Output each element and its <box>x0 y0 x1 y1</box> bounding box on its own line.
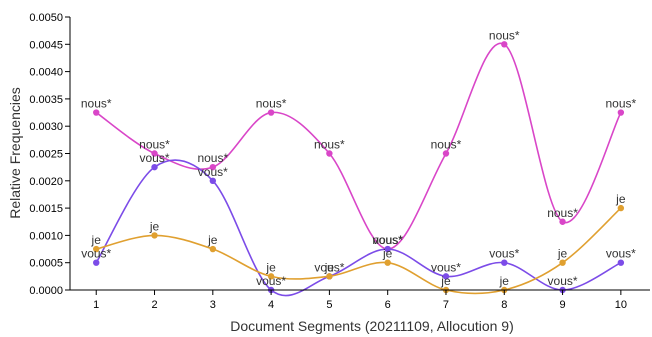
data-label-je: je <box>91 233 102 247</box>
series-line-nous <box>95 42 622 250</box>
x-tick-label: 6 <box>385 299 391 311</box>
data-point-nous[interactable] <box>617 109 625 116</box>
data-point-je[interactable] <box>93 245 100 253</box>
data-point-vous[interactable] <box>151 163 158 171</box>
x-tick-label: 2 <box>151 299 157 311</box>
data-point-vous[interactable] <box>209 177 217 184</box>
data-point-vous[interactable] <box>617 259 625 266</box>
data-point-nous[interactable] <box>151 150 158 157</box>
y-tick-label: 0.0010 <box>29 230 63 242</box>
data-point-nous[interactable] <box>442 150 450 157</box>
data-label-nous: nous* <box>547 206 578 220</box>
data-point-vous[interactable] <box>384 245 391 253</box>
series-line-je <box>96 207 622 295</box>
data-label-je: je <box>324 260 335 274</box>
x-tick-label: 10 <box>615 299 627 311</box>
data-label-vous: vous* <box>489 247 519 261</box>
data-point-nous[interactable] <box>326 150 333 157</box>
data-label-je: je <box>265 260 276 274</box>
data-point-je[interactable] <box>267 273 275 280</box>
y-tick-label: 0.0040 <box>29 67 63 79</box>
x-tick-label: 4 <box>268 299 274 311</box>
data-point-nous[interactable] <box>559 218 566 225</box>
data-label-nous: nous* <box>314 138 345 152</box>
y-tick-label: 0.0030 <box>29 121 63 133</box>
y-tick-label: 0.0045 <box>29 39 63 51</box>
data-label-vous: vous* <box>140 151 170 165</box>
data-point-nous[interactable] <box>501 41 508 48</box>
data-label-je: je <box>557 247 568 261</box>
x-axis-title: Document Segments (20211109, Allocution … <box>230 318 514 334</box>
data-label-nous: nous* <box>81 97 112 111</box>
x-tick-label: 8 <box>501 299 507 311</box>
data-label-nous: nous* <box>139 138 170 152</box>
y-tick-label: 0.0020 <box>29 176 63 188</box>
data-label-vous: vous* <box>548 274 578 288</box>
data-label-je: je <box>207 233 218 247</box>
data-point-nous[interactable] <box>267 109 275 116</box>
data-label-je: je <box>499 274 510 288</box>
x-tick-label: 5 <box>326 299 332 311</box>
data-point-nous[interactable] <box>209 163 217 171</box>
data-label-vous: vous* <box>314 260 344 274</box>
x-axis: 1 2 3 4 5 6 7 8 9 10 <box>70 289 650 311</box>
series-line-vous <box>95 159 622 297</box>
data-label-vous: vous* <box>606 247 636 261</box>
data-point-je[interactable] <box>384 259 391 266</box>
x-tick-label: 7 <box>443 299 449 311</box>
y-tick-label: 0.0000 <box>29 285 63 297</box>
y-tick-label: 0.0015 <box>29 203 63 215</box>
data-point-nous[interactable] <box>93 109 100 116</box>
x-tick-label: 9 <box>560 299 566 311</box>
data-point-je[interactable] <box>151 232 158 239</box>
y-axis-title: Relative Frequencies <box>7 87 23 219</box>
y-tick-label: 0.0025 <box>29 149 63 161</box>
data-label-nous: nous* <box>372 233 403 247</box>
data-point-vous[interactable] <box>442 273 450 280</box>
data-point-vous[interactable] <box>93 259 100 266</box>
data-label-nous: nous* <box>197 151 228 165</box>
x-tick-label: 3 <box>210 299 216 311</box>
data-label-nous: nous* <box>606 97 637 111</box>
data-label-nous: nous* <box>489 28 520 42</box>
data-label-je: je <box>615 192 626 206</box>
data-label-vous: vous* <box>373 233 403 247</box>
y-axis: 0.0000 0.0005 0.0010 0.0015 0.0020 0.0025 0.00… <box>29 12 71 297</box>
y-tick-label: 0.0035 <box>29 94 63 106</box>
plot-series <box>93 41 625 297</box>
data-point-je[interactable] <box>209 245 217 253</box>
data-label-vous: vous* <box>256 274 286 288</box>
data-label-vous: vous* <box>198 165 228 179</box>
data-label-je: je <box>382 247 393 261</box>
data-label-je: je <box>440 274 451 288</box>
x-tick-label: 1 <box>93 299 99 311</box>
data-label-nous: nous* <box>256 97 287 111</box>
data-label-nous: nous* <box>431 138 462 152</box>
data-point-vous[interactable] <box>501 259 508 266</box>
y-tick-label: 0.0050 <box>29 12 63 24</box>
data-point-je[interactable] <box>617 204 625 212</box>
data-label-je: je <box>149 219 160 233</box>
data-point-je[interactable] <box>326 273 333 280</box>
series-nous <box>93 41 625 253</box>
data-label-vous: vous* <box>431 260 461 274</box>
series-je <box>93 204 625 295</box>
data-point-je[interactable] <box>559 259 566 266</box>
y-tick-label: 0.0005 <box>29 258 63 270</box>
data-label-vous: vous* <box>81 247 111 261</box>
data-labels: nous* nous* nous* nous* nous* nous* nous* nous*… <box>81 28 637 288</box>
